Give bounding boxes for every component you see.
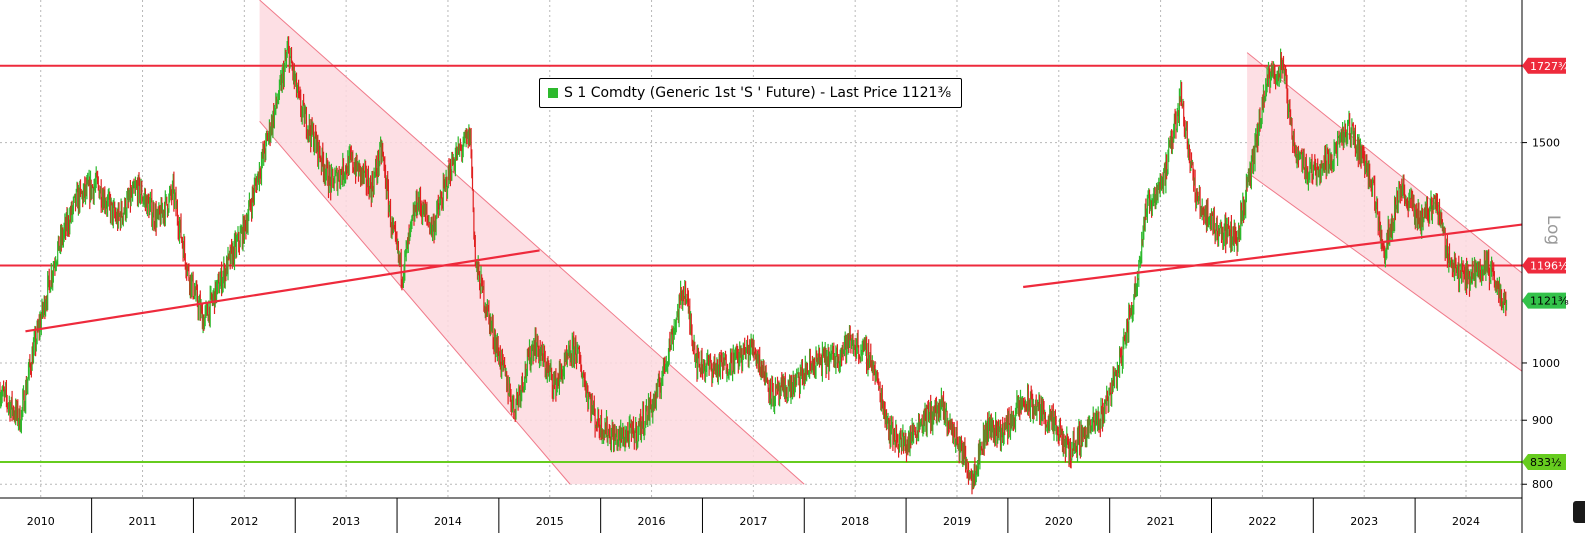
trend-channel-edge <box>259 120 571 485</box>
x-tick-label: 2020 <box>1045 515 1073 528</box>
x-tick-label: 2022 <box>1248 515 1276 528</box>
x-tick-label: 2019 <box>943 515 971 528</box>
level-tag-label: 1727¾ <box>1530 60 1569 73</box>
x-tick-label: 2014 <box>434 515 462 528</box>
y-tick-label: 800 <box>1532 478 1553 491</box>
last-price-tag-label: 1121⅜ <box>1530 295 1569 308</box>
x-tick-label: 2012 <box>230 515 258 528</box>
price-bars-layer <box>0 36 1508 495</box>
legend-swatch <box>548 88 558 98</box>
trend-channel-fill <box>259 0 805 485</box>
channel-layer <box>259 0 1522 485</box>
x-tick-label: 2018 <box>841 515 869 528</box>
level-tag-bg <box>1522 257 1566 274</box>
y-tick-label: 1500 <box>1532 137 1560 150</box>
x-tick-label: 2010 <box>27 515 55 528</box>
price-tags: 1727¾ 1196½ 833½ 1121⅜ <box>1522 57 1569 470</box>
y-tick-label: 900 <box>1532 414 1553 427</box>
x-tick-label: 2011 <box>129 515 157 528</box>
trend-channel-edge <box>1246 52 1522 274</box>
level-tag-bg <box>1522 57 1566 74</box>
last-price-tag-bg <box>1522 292 1566 309</box>
x-tick-label: 2016 <box>638 515 666 528</box>
x-tick-label: 2024 <box>1452 515 1480 528</box>
axis-layer <box>0 0 1523 533</box>
legend: S 1 Comdty (Generic 1st 'S ' Future) - L… <box>539 78 963 108</box>
level-tag-bg <box>1522 453 1566 470</box>
level-tag-label: 1196½ <box>1530 259 1569 272</box>
log-scale-label: Log <box>1543 214 1563 246</box>
trend-channel-fill <box>1247 52 1522 372</box>
trend-line <box>1023 223 1522 289</box>
y-axis-labels: 800 900 1000 1500 <box>1522 137 1560 491</box>
level-tag-label: 833½ <box>1530 456 1562 469</box>
expand-icon[interactable] <box>1573 501 1585 523</box>
x-tick-label: 2023 <box>1350 515 1378 528</box>
trend-channel-edge <box>1246 171 1522 372</box>
x-tick-label: 2015 <box>536 515 564 528</box>
legend-label: S 1 Comdty (Generic 1st 'S ' Future) - L… <box>564 85 952 101</box>
x-tick-label: 2013 <box>332 515 360 528</box>
x-tick-label: 2021 <box>1147 515 1175 528</box>
x-axis-labels: 2010 2011 2012 2013 2014 2015 2016 2017 2018 2019… <box>27 515 1480 528</box>
trend-line <box>25 249 540 333</box>
x-tick-label: 2017 <box>739 515 767 528</box>
y-tick-label: 1000 <box>1532 357 1560 370</box>
trendline-layer <box>25 223 1522 333</box>
trend-channel-edge <box>259 0 805 485</box>
